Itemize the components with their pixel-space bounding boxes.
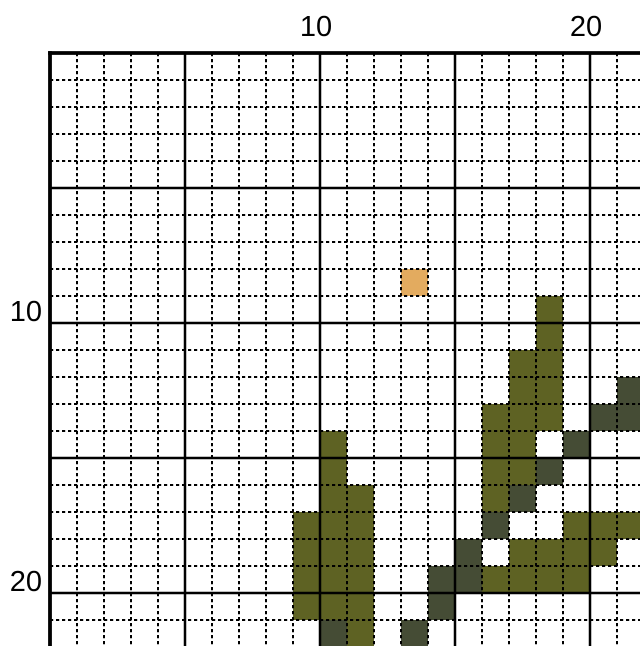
stitch-cell-olive xyxy=(536,566,563,593)
stitch-cell-olive xyxy=(509,566,536,593)
x-axis-label-20: 20 xyxy=(569,11,603,43)
stitch-cell-olive xyxy=(320,458,347,485)
stitch-cell-olive xyxy=(482,485,509,512)
stitch-cell-olive xyxy=(509,377,536,404)
stitch-cell-olive xyxy=(347,539,374,566)
stitch-cell-olive xyxy=(482,458,509,485)
stitch-cell-olive xyxy=(320,566,347,593)
stitch-cell-tan xyxy=(401,269,428,296)
stitch-cell-olive xyxy=(347,512,374,539)
stitch-cell-olive xyxy=(320,512,347,539)
stitch-cell-olive xyxy=(509,350,536,377)
stitch-cell-olive xyxy=(536,323,563,350)
y-axis-label-10: 10 xyxy=(9,296,42,328)
stitch-cell-dark_olive xyxy=(482,512,509,539)
stitch-cell-olive xyxy=(509,458,536,485)
stitch-cell-dark_olive xyxy=(590,404,617,431)
stitch-cell-olive xyxy=(536,539,563,566)
stitch-cell-olive xyxy=(563,566,590,593)
stitch-cell-olive xyxy=(320,539,347,566)
stitch-cell-olive xyxy=(590,539,617,566)
stitch-cell-olive xyxy=(320,485,347,512)
stitch-cell-olive xyxy=(509,404,536,431)
stitch-cells-layer xyxy=(293,269,640,646)
stitch-cell-olive xyxy=(590,512,617,539)
stitch-cell-olive xyxy=(347,485,374,512)
stitch-cell-olive xyxy=(509,431,536,458)
stitch-cell-olive xyxy=(536,377,563,404)
stitch-cell-olive xyxy=(482,566,509,593)
stitch-cell-olive xyxy=(293,566,320,593)
stitch-cell-olive xyxy=(320,431,347,458)
stitch-cell-olive xyxy=(293,512,320,539)
stitch-cell-olive xyxy=(563,512,590,539)
stitch-cell-olive xyxy=(320,593,347,620)
stitch-cell-dark_olive xyxy=(455,539,482,566)
stitch-cell-olive xyxy=(482,404,509,431)
stitch-cell-dark_olive xyxy=(563,431,590,458)
stitch-cell-dark_olive xyxy=(455,566,482,593)
stitch-cell-olive xyxy=(536,296,563,323)
stitch-cell-olive xyxy=(482,431,509,458)
x-axis-label-10: 10 xyxy=(299,11,333,43)
stitch-cell-olive xyxy=(617,512,640,539)
stitch-cell-dark_olive xyxy=(617,404,640,431)
stitch-cell-dark_olive xyxy=(536,458,563,485)
stitch-cell-olive xyxy=(293,593,320,620)
stitch-cell-olive xyxy=(536,350,563,377)
major-gridlines xyxy=(50,53,640,646)
stitch-cell-olive xyxy=(347,620,374,646)
stitch-cell-dark_olive xyxy=(320,620,347,646)
stitch-cell-olive xyxy=(536,404,563,431)
stitch-cell-olive xyxy=(509,539,536,566)
stitch-cell-olive xyxy=(347,593,374,620)
stitch-cell-dark_olive xyxy=(428,593,455,620)
y-axis-label-20: 20 xyxy=(9,566,42,598)
stitch-cell-dark_olive xyxy=(428,566,455,593)
chart-border-lines xyxy=(48,51,640,646)
stitch-cell-olive xyxy=(347,566,374,593)
stitch-cell-dark_olive xyxy=(401,620,428,646)
minor-gridlines xyxy=(50,53,640,646)
stitch-cell-dark_olive xyxy=(617,377,640,404)
stitch-cell-olive xyxy=(563,539,590,566)
stitch-cell-olive xyxy=(293,539,320,566)
stitch-cell-dark_olive xyxy=(509,485,536,512)
